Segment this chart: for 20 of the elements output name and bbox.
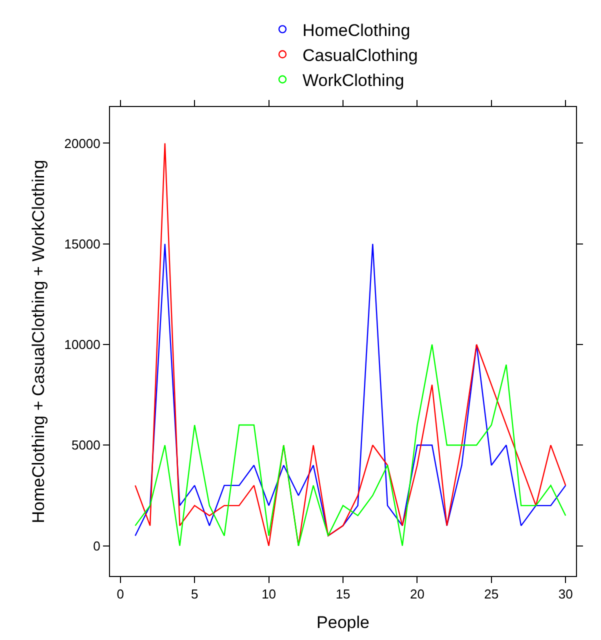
y-tick-label: 5000 [71,438,100,453]
x-tick-label: 20 [410,586,424,602]
x-tick-label: 10 [262,586,276,602]
y-tick-label: 15000 [64,236,100,252]
y-axis-title: HomeClothing + CasualClothing + WorkClothing [28,160,48,524]
y-tick-label: 0 [93,538,100,554]
line-series [134,344,566,546]
x-tick-label: 0 [116,586,124,602]
x-tick-label: 15 [336,586,350,602]
legend-label: CasualClothing [302,46,418,65]
y-tick-label: 20000 [64,136,100,151]
x-tick-label: 5 [190,586,198,602]
line-series [134,142,566,546]
legend-label: WorkClothing [302,71,404,90]
x-tick-label: 30 [558,586,573,602]
y-tick-label: 10000 [64,337,100,352]
legend-label: HomeClothing [302,20,410,40]
line-series [134,243,566,536]
x-tick-label: 25 [484,586,499,602]
x-axis-title: People [316,613,370,632]
